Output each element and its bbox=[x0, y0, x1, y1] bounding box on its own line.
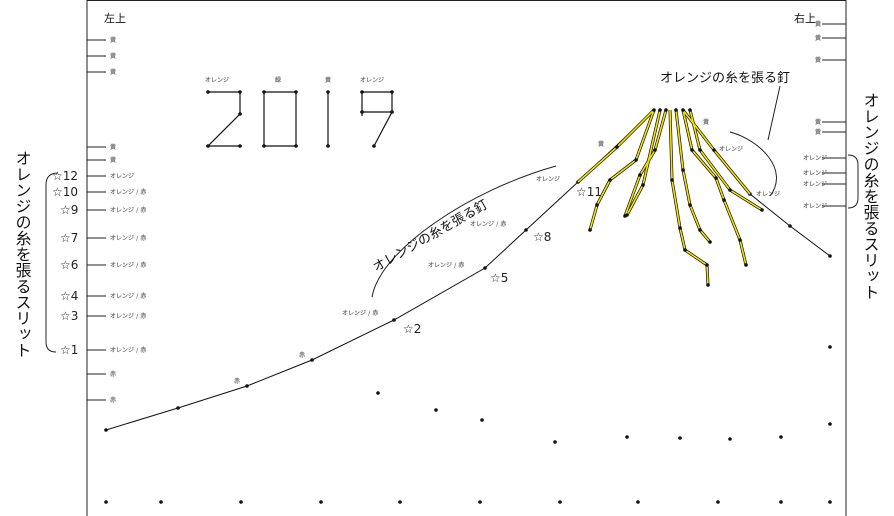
left-star-4: ☆4 bbox=[60, 289, 78, 303]
left-star-6: ☆6 bbox=[60, 258, 78, 272]
year-digit-label-1: 黄 bbox=[325, 76, 331, 84]
right-orange-label-2: オレンジ bbox=[803, 170, 827, 177]
right-nail-callout-leader bbox=[768, 86, 780, 140]
year-numerals bbox=[208, 92, 392, 146]
left-slits bbox=[87, 40, 106, 400]
right-mid-label-2: 黄 bbox=[815, 128, 821, 136]
right-top-label-1: 黄 bbox=[815, 20, 821, 28]
year-digit-label-2: オレンジ bbox=[205, 77, 229, 84]
left-row-label-9: オレンジ / 赤 bbox=[110, 206, 146, 214]
peak-label-1: 黄 bbox=[598, 140, 604, 148]
right-mid-label-1: 黄 bbox=[815, 118, 821, 126]
corner-label-right: 右上 bbox=[794, 11, 816, 25]
left-star-1: ☆1 bbox=[60, 343, 78, 357]
corner-label-left: 左上 bbox=[104, 12, 126, 25]
slope-label-1: 赤 bbox=[234, 377, 240, 385]
left-row-label-6: オレンジ / 赤 bbox=[110, 261, 146, 269]
right-nail-caption: オレンジの糸を張る釘 bbox=[660, 70, 790, 86]
right-orange-label-3: オレンジ bbox=[803, 181, 827, 188]
left-top-label-3: 黄 bbox=[110, 68, 116, 76]
left-row-label-10: オレンジ / 赤 bbox=[110, 188, 146, 196]
left-star-12: ☆12 bbox=[52, 169, 78, 183]
right-orange-label-1: オレンジ bbox=[803, 155, 827, 162]
left-slit-bracket bbox=[46, 173, 58, 352]
mountain-star-8: ☆8 bbox=[533, 230, 551, 244]
left-row-label-7: オレンジ / 赤 bbox=[110, 234, 146, 242]
left-star-9: ☆9 bbox=[60, 203, 78, 217]
left-star-7: ☆7 bbox=[60, 231, 78, 245]
left-nail-callout-arc bbox=[372, 166, 556, 297]
slope-label-4: オレンジ / 赤 bbox=[428, 261, 464, 269]
left-row-label-12: オレンジ bbox=[110, 173, 134, 180]
left-mid-label-1: 黄 bbox=[110, 143, 116, 151]
left-slit-caption: オレンジの糸を張るスリット bbox=[13, 150, 32, 358]
year-digit-label-0: 緑 bbox=[275, 76, 282, 84]
right-slits bbox=[822, 24, 846, 206]
peak-label-3: オレンジ bbox=[719, 146, 743, 153]
left-bottom-label-2: 赤 bbox=[110, 396, 116, 404]
mountain-star-2: ☆2 bbox=[403, 322, 421, 336]
left-top-label-1: 黄 bbox=[110, 36, 116, 44]
left-row-label-3: オレンジ / 赤 bbox=[110, 312, 146, 320]
right-orange-label-4: オレンジ bbox=[803, 203, 827, 210]
peak-label-2: 黄 bbox=[703, 118, 709, 126]
left-bottom-label-1: 赤 bbox=[110, 370, 116, 378]
left-row-label-4: オレンジ / 赤 bbox=[110, 292, 146, 300]
left-top-label-2: 黄 bbox=[110, 52, 116, 60]
loose-nails bbox=[104, 345, 832, 504]
right-top-label-3: 黄 bbox=[815, 56, 821, 64]
right-slit-bracket bbox=[848, 155, 858, 208]
mountain-star-11: ☆11 bbox=[576, 185, 602, 199]
snowcap-threads bbox=[578, 108, 764, 287]
year-digit-label-9: オレンジ bbox=[360, 77, 384, 84]
right-top-label-2: 黄 bbox=[815, 34, 821, 42]
mountain-star-5: ☆5 bbox=[490, 271, 508, 285]
slope-label-6: オレンジ bbox=[536, 176, 560, 183]
slope-label-3: オレンジ / 赤 bbox=[342, 309, 378, 317]
slope-label-5: オレンジ / 赤 bbox=[470, 220, 506, 228]
right-slit-caption: オレンジの糸を張るスリット bbox=[861, 92, 880, 300]
left-row-label-1: オレンジ / 赤 bbox=[110, 346, 146, 354]
right-nail-callout-arc bbox=[730, 132, 776, 196]
left-star-10: ☆10 bbox=[52, 185, 78, 199]
left-mid-label-2: 黄 bbox=[110, 156, 116, 164]
peak-label-4: オレンジ bbox=[756, 191, 780, 198]
slope-label-2: 赤 bbox=[299, 351, 305, 359]
left-star-3: ☆3 bbox=[60, 309, 78, 323]
